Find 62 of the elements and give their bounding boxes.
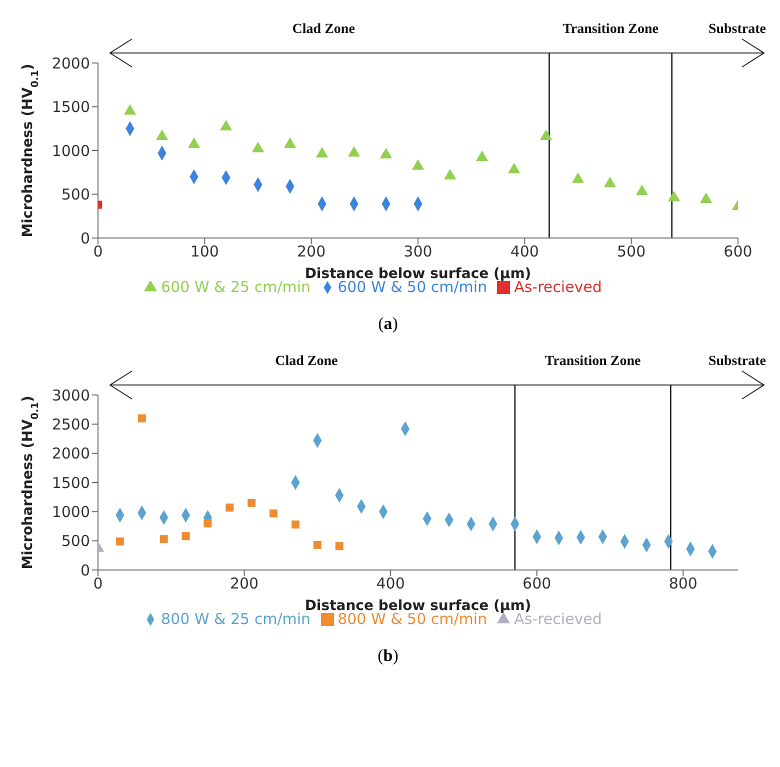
y-tick-label: 2000: [52, 54, 90, 72]
point: [540, 129, 552, 140]
point: [412, 159, 424, 170]
text: Clad Zone: [275, 354, 338, 369]
x-tick-label: 500: [617, 242, 646, 261]
y-tick-label: 1000: [52, 142, 90, 160]
y-tick-label: 0: [80, 561, 90, 580]
point: [248, 498, 256, 507]
x-tick-label: 400: [376, 574, 405, 593]
point: [138, 414, 146, 422]
x-tick-label: 0: [93, 574, 103, 593]
point: [380, 148, 392, 158]
point: [508, 162, 520, 174]
y-tick-label: 1500: [52, 98, 90, 116]
point: [335, 542, 344, 550]
y-tick-label: 1500: [52, 474, 90, 492]
point: [188, 137, 200, 148]
x-tick-label: 100: [190, 242, 219, 261]
x-tick-label: 600: [522, 574, 552, 593]
point: [156, 129, 168, 140]
x-tick-label: 200: [297, 242, 326, 261]
text: Clad Zone: [292, 22, 355, 37]
text: (a): [377, 314, 399, 334]
point: [220, 120, 232, 130]
point: [284, 137, 296, 148]
point: [604, 176, 616, 188]
point: [668, 190, 680, 202]
point: [270, 509, 278, 518]
x-tick-label: 800: [668, 574, 698, 593]
point: [316, 146, 328, 158]
point: [572, 172, 584, 183]
point: [636, 184, 648, 196]
x-tick-label: 0: [93, 242, 103, 261]
point: [313, 540, 322, 549]
y-tick-label: 1000: [52, 502, 90, 521]
y-tick-label: 2000: [52, 444, 90, 463]
point: [204, 519, 212, 528]
text: Substrate: [708, 22, 766, 37]
x-tick-label: 600: [724, 242, 752, 261]
point: [226, 504, 234, 512]
point: [700, 192, 712, 204]
text: (b): [376, 646, 400, 666]
y-tick-label: 2500: [52, 415, 90, 434]
point: [291, 520, 300, 528]
x-tick-label: 200: [230, 574, 259, 593]
text: Transition Zone: [544, 354, 641, 369]
point: [476, 150, 488, 162]
point: [160, 535, 168, 544]
point: [252, 142, 264, 152]
point: [444, 168, 456, 180]
y-tick-label: 500: [61, 532, 90, 550]
y-tick-label: 0: [80, 229, 90, 248]
text: Substrate: [708, 354, 766, 369]
point: [348, 146, 360, 157]
point: [124, 104, 136, 115]
y-tick-label: 3000: [52, 386, 90, 404]
x-tick-label: 300: [404, 242, 432, 261]
y-tick-label: 500: [61, 186, 90, 204]
text: Transition Zone: [562, 22, 658, 37]
point: [116, 537, 124, 546]
point: [182, 532, 190, 540]
x-tick-label: 400: [510, 242, 539, 261]
